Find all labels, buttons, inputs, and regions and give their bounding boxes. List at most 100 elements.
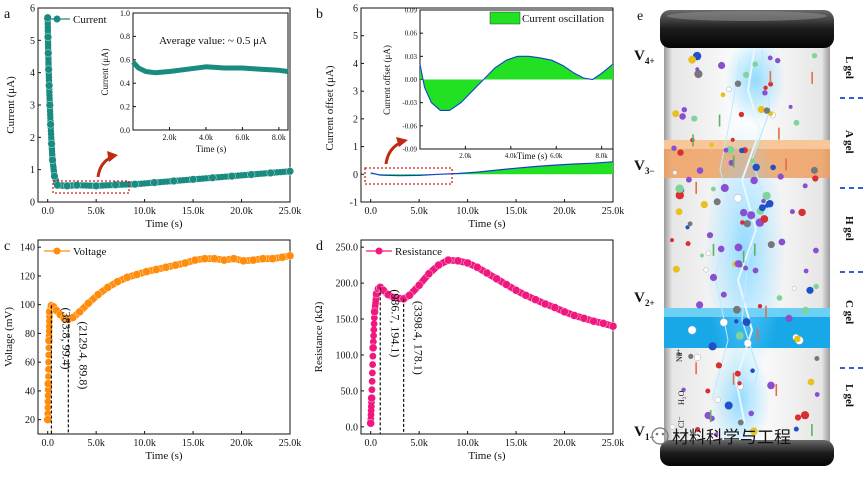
schematic-molecule: [718, 61, 726, 70]
schematic-molecule: [687, 325, 697, 335]
schematic-molecule: [768, 111, 774, 116]
schematic-molecule: [679, 113, 686, 120]
chart-c-frame: [37, 239, 291, 435]
chart-d-legend-label: Resistance: [395, 246, 442, 258]
chart-c-annotations: (383.8, 99.4) (2129.4, 89.8): [50, 305, 90, 434]
watermark-icon: [651, 427, 669, 445]
chart-c: 20 40 60 80 100 120 140 0.0 5.0k 10.0k 15.0k 20.0k…: [3, 239, 301, 462]
chart-b-inset: -0.09 -0.06 -0.03 0.00 0.03 0.06 0.09 2.0k 4.0k…: [382, 6, 614, 161]
schematic-molecule: [767, 381, 775, 390]
chart-b-inset-xlabel: Time (s): [517, 151, 547, 161]
watermark: 材料科学与工程: [651, 427, 791, 447]
chart-a-xtick-label: 10.0k: [133, 206, 156, 217]
chart-b-xtick-label: 15.0k: [505, 206, 528, 217]
chart-d-data-point: [434, 260, 443, 270]
chart-a-data-point: [48, 155, 57, 164]
chart-a-data-point: [45, 81, 54, 90]
chart-b-xtick-label: 20.0k: [553, 206, 576, 217]
schematic-molecule: [675, 208, 683, 216]
chart-b-inset-ylabel: Current offset (μA): [382, 45, 392, 115]
chart-a-inset-xtick-label: 8.0k: [272, 133, 286, 142]
schematic-molecule: [760, 215, 769, 223]
chart-d-data-point: [550, 303, 560, 312]
schematic-molecule: [750, 176, 758, 185]
schematic-molecule: [672, 110, 680, 118]
chart-d-data-point: [366, 419, 375, 428]
chart-a-xlabel: Time (s): [145, 218, 183, 230]
schematic-label-h2o: H₂O: [677, 390, 686, 405]
schematic-molecule: [750, 368, 755, 374]
chart-c-point: [44, 386, 52, 394]
chart-c-xtick-label: 20.0k: [230, 438, 253, 449]
schematic-molecule: [703, 267, 709, 273]
chart-d-xtick-label: 5.0k: [410, 438, 428, 449]
chart-a-data-point: [72, 181, 81, 190]
schematic-molecule: [681, 387, 686, 392]
schematic-molecule: [675, 191, 684, 200]
chart-a-data-point: [53, 181, 62, 190]
chart-b-inset-ytick-label: -0.09: [402, 145, 417, 153]
chart-a-data-point: [169, 176, 178, 185]
chart-a-data-point: [43, 13, 52, 22]
schematic-molecule: [747, 211, 756, 220]
schematic-molecule: [789, 209, 795, 215]
chart-c-ytick-label: 120: [20, 271, 35, 282]
chart-a-zoom-arrowhead: [107, 151, 118, 162]
schematic-molecule: [794, 414, 802, 421]
chart-d-data-point: [482, 268, 492, 278]
schematic-gel-label-l-bottom: L gel: [843, 384, 855, 407]
chart-c-data-point: [43, 415, 52, 424]
schematic-molecule: [730, 137, 735, 142]
schematic-molecule: [810, 166, 818, 174]
chart-b-ylabel: Current offset (μA): [324, 65, 336, 150]
schematic-voltage-v2-sub: 2+: [645, 298, 655, 308]
schematic-molecule: [714, 396, 721, 404]
schematic-molecule: [788, 104, 793, 109]
chart-a-ytick-label: 1: [30, 165, 35, 176]
chart-a-inset-xtick-label: 4.0k: [199, 133, 213, 142]
chart-c-legend: Voltage: [44, 246, 107, 258]
schematic-molecule: [743, 339, 752, 348]
chart-c-xlabel: Time (s): [145, 450, 183, 462]
chart-a-data-point: [50, 172, 59, 181]
schematic-molecule: [793, 119, 800, 126]
schematic-molecule: [748, 410, 754, 417]
chart-d-data-point: [502, 280, 511, 289]
schematic-top-cap-rim: [667, 11, 827, 21]
chart-c-annotation-label: (2129.4, 89.8): [76, 321, 90, 389]
chart-c-xtick-label: 10.0k: [133, 438, 156, 449]
schematic-molecule: [720, 184, 729, 192]
schematic-molecule: [768, 81, 774, 87]
chart-b-ytick-label: 6: [353, 4, 358, 15]
chart-d-point: [368, 377, 376, 385]
chart-a-data-point: [227, 172, 236, 181]
chart-d-data-point: [424, 269, 434, 278]
chart-c-ylabel: Voltage (mV): [3, 307, 15, 367]
chart-d-ytick-label: 150.0: [336, 315, 359, 326]
schematic-label-na: Na⁺: [675, 348, 684, 362]
schematic-molecule: [767, 55, 773, 61]
chart-a-zoom-box: [52, 180, 130, 194]
chart-a-inset-y-ticks: 0.0 0.2 0.4 0.6 0.8 1.0: [120, 9, 136, 135]
schematic-molecule: [802, 183, 808, 189]
schematic-molecule: [761, 198, 766, 204]
chart-d-xtick-label: 20.0k: [553, 438, 576, 449]
chart-c-data-point: [161, 263, 171, 272]
chart-a-data-point: [46, 120, 55, 129]
chart-d-point: [370, 326, 378, 334]
chart-d-point: [368, 386, 376, 394]
chart-a-data-point: [150, 178, 159, 187]
chart-b: -1 0 1 2 3 4 5 6 0.0 5.0k 10.0k 15.0k 20.0k 25.0k Cu…: [324, 4, 624, 231]
schematic-molecule: [763, 107, 771, 114]
chart-a-legend-marker: [53, 15, 61, 23]
chart-d-data-point: [560, 307, 569, 317]
chart-a-inset: 0.0 0.2 0.4 0.6 0.8 1.0 2.0k 4.0k 6.0k 8.0k Aver…: [100, 9, 289, 154]
schematic-molecule: [752, 267, 759, 274]
schematic-molecule: [724, 401, 733, 410]
chart-a-inset-ytick-label: 0.2: [120, 102, 130, 111]
chart-b-ytick-label: 4: [353, 59, 358, 70]
chart-a-data-point: [44, 49, 53, 58]
chart-d-data-point: [473, 263, 482, 272]
schematic-voltage-v2-letter: V: [634, 290, 645, 306]
